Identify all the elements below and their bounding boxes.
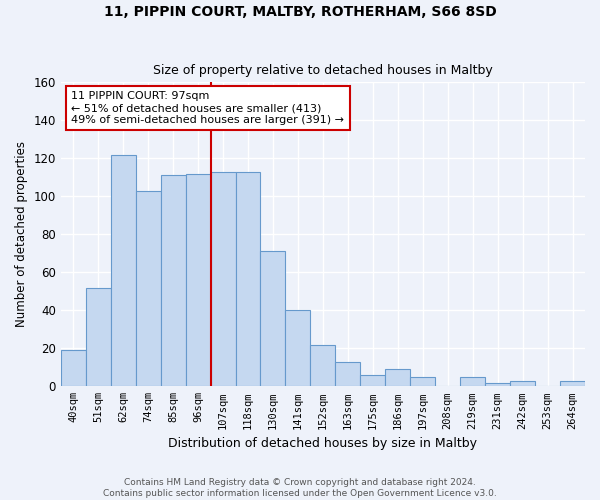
Bar [161,176,185,386]
Bar [86,288,111,386]
Bar [260,252,286,386]
Bar [385,369,410,386]
Bar [560,380,585,386]
Bar [211,172,236,386]
Bar [286,310,310,386]
Text: 11 PIPPIN COURT: 97sqm
← 51% of detached houses are smaller (413)
49% of semi-de: 11 PIPPIN COURT: 97sqm ← 51% of detached… [71,92,344,124]
Text: 11, PIPPIN COURT, MALTBY, ROTHERHAM, S66 8SD: 11, PIPPIN COURT, MALTBY, ROTHERHAM, S66… [104,5,496,19]
Bar [236,172,260,386]
Bar [485,382,510,386]
Bar [361,375,385,386]
Bar [510,380,535,386]
Bar [61,350,86,387]
Bar [111,154,136,386]
X-axis label: Distribution of detached houses by size in Maltby: Distribution of detached houses by size … [169,437,478,450]
Bar [460,377,485,386]
Bar [136,190,161,386]
Bar [410,377,435,386]
Bar [335,362,361,386]
Y-axis label: Number of detached properties: Number of detached properties [15,142,28,328]
Title: Size of property relative to detached houses in Maltby: Size of property relative to detached ho… [153,64,493,77]
Text: Contains HM Land Registry data © Crown copyright and database right 2024.
Contai: Contains HM Land Registry data © Crown c… [103,478,497,498]
Bar [185,174,211,386]
Bar [310,344,335,387]
